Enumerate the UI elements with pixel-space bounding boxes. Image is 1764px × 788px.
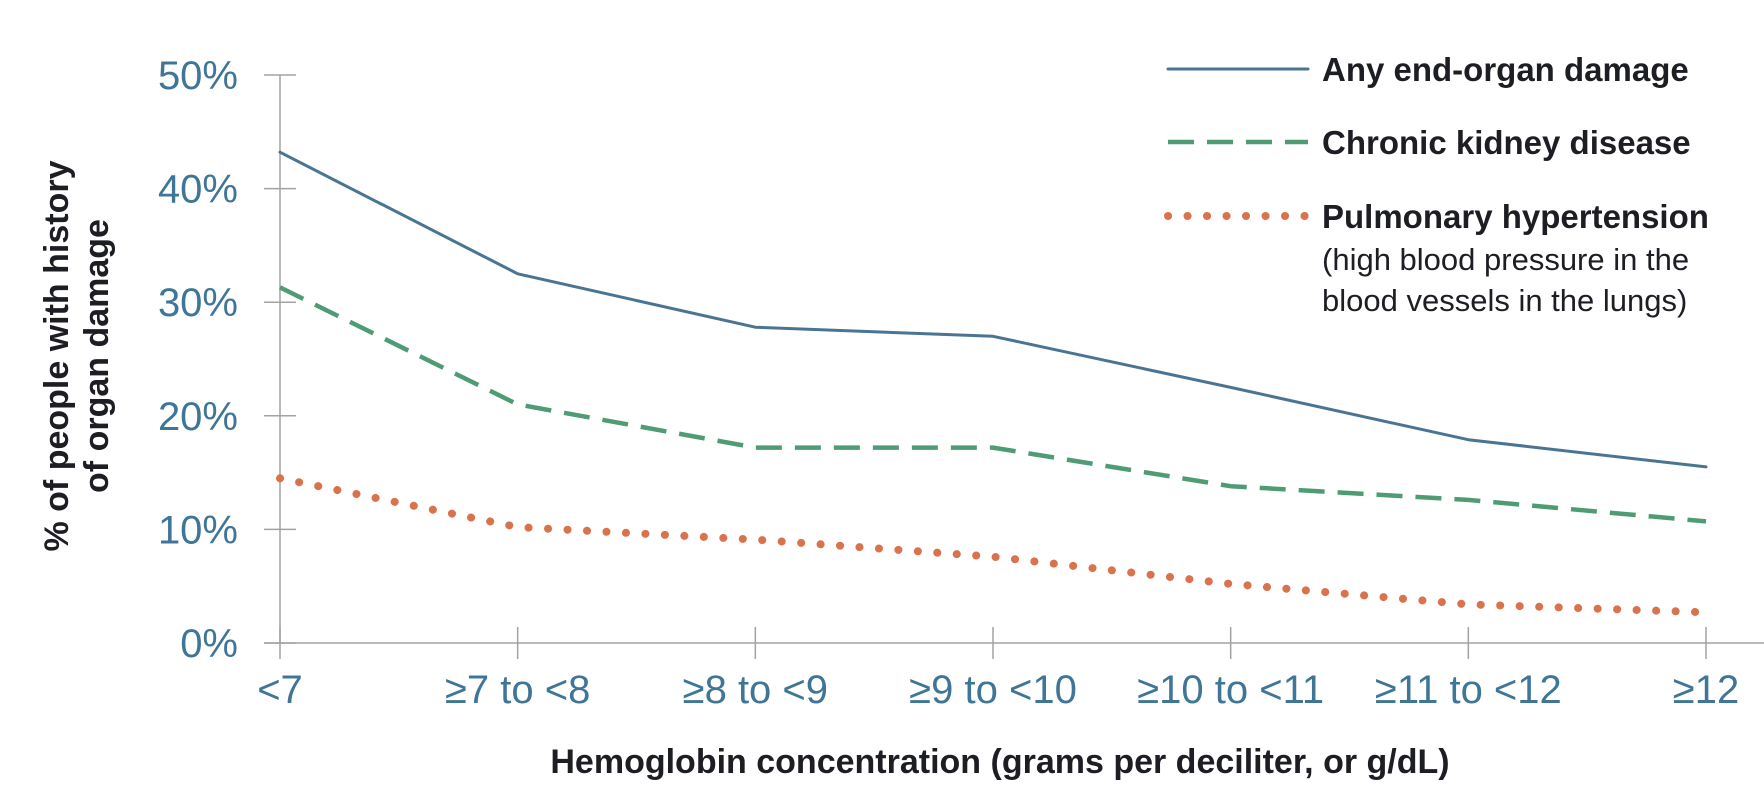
series-line-1 [278,150,1708,469]
legend: Any end-organ damage Chronic kidney disea… [1164,51,1709,318]
x-axis-title: Hemoglobin concentration (grams per deci… [550,743,1449,781]
axes [264,75,1764,644]
x-tick-label: ≥9 to <10 [909,668,1077,712]
x-tick-label: ≥8 to <9 [683,668,828,712]
legend-note-line: (high blood pressure in the [1322,242,1689,277]
y-axis-title-line: of organ damage [78,219,116,493]
series-line-2 [279,285,1707,524]
legend-label-3: Pulmonary hypertension [1322,198,1709,235]
legend-note-line: blood vessels in the lungs) [1322,283,1687,318]
legend-label-1: Any end-organ damage [1322,51,1689,88]
x-tick-label: <7 [257,668,303,712]
y-tick-label: 10% [158,508,238,552]
y-axis-title-line: % of people with history [38,160,76,551]
series-lines [276,150,1710,617]
series-line-3 [276,474,1710,617]
x-tick-label: ≥12 [1673,668,1739,712]
y-tick-label: 40% [158,168,238,212]
y-ticks: 0% 10% 20% 30% 40% 50% [158,54,296,666]
y-tick-label: 20% [158,395,238,439]
y-tick-label: 0% [180,622,238,666]
x-ticks: <7 ≥7 to <8 ≥8 to <9 ≥9 to <10 ≥10 to <11 ≥11… [257,627,1739,712]
y-tick-label: 30% [158,281,238,325]
y-tick-label: 50% [158,54,238,98]
y-axis-title-text: % of people with historyof organ damage [38,160,116,551]
x-tick-label: ≥11 to <12 [1375,668,1562,712]
y-axis-title: % of people with historyof organ damage [38,160,116,551]
x-tick-label: ≥10 to <11 [1137,668,1324,712]
legend-label-2: Chronic kidney disease [1322,124,1691,161]
x-tick-label: ≥7 to <8 [445,668,590,712]
